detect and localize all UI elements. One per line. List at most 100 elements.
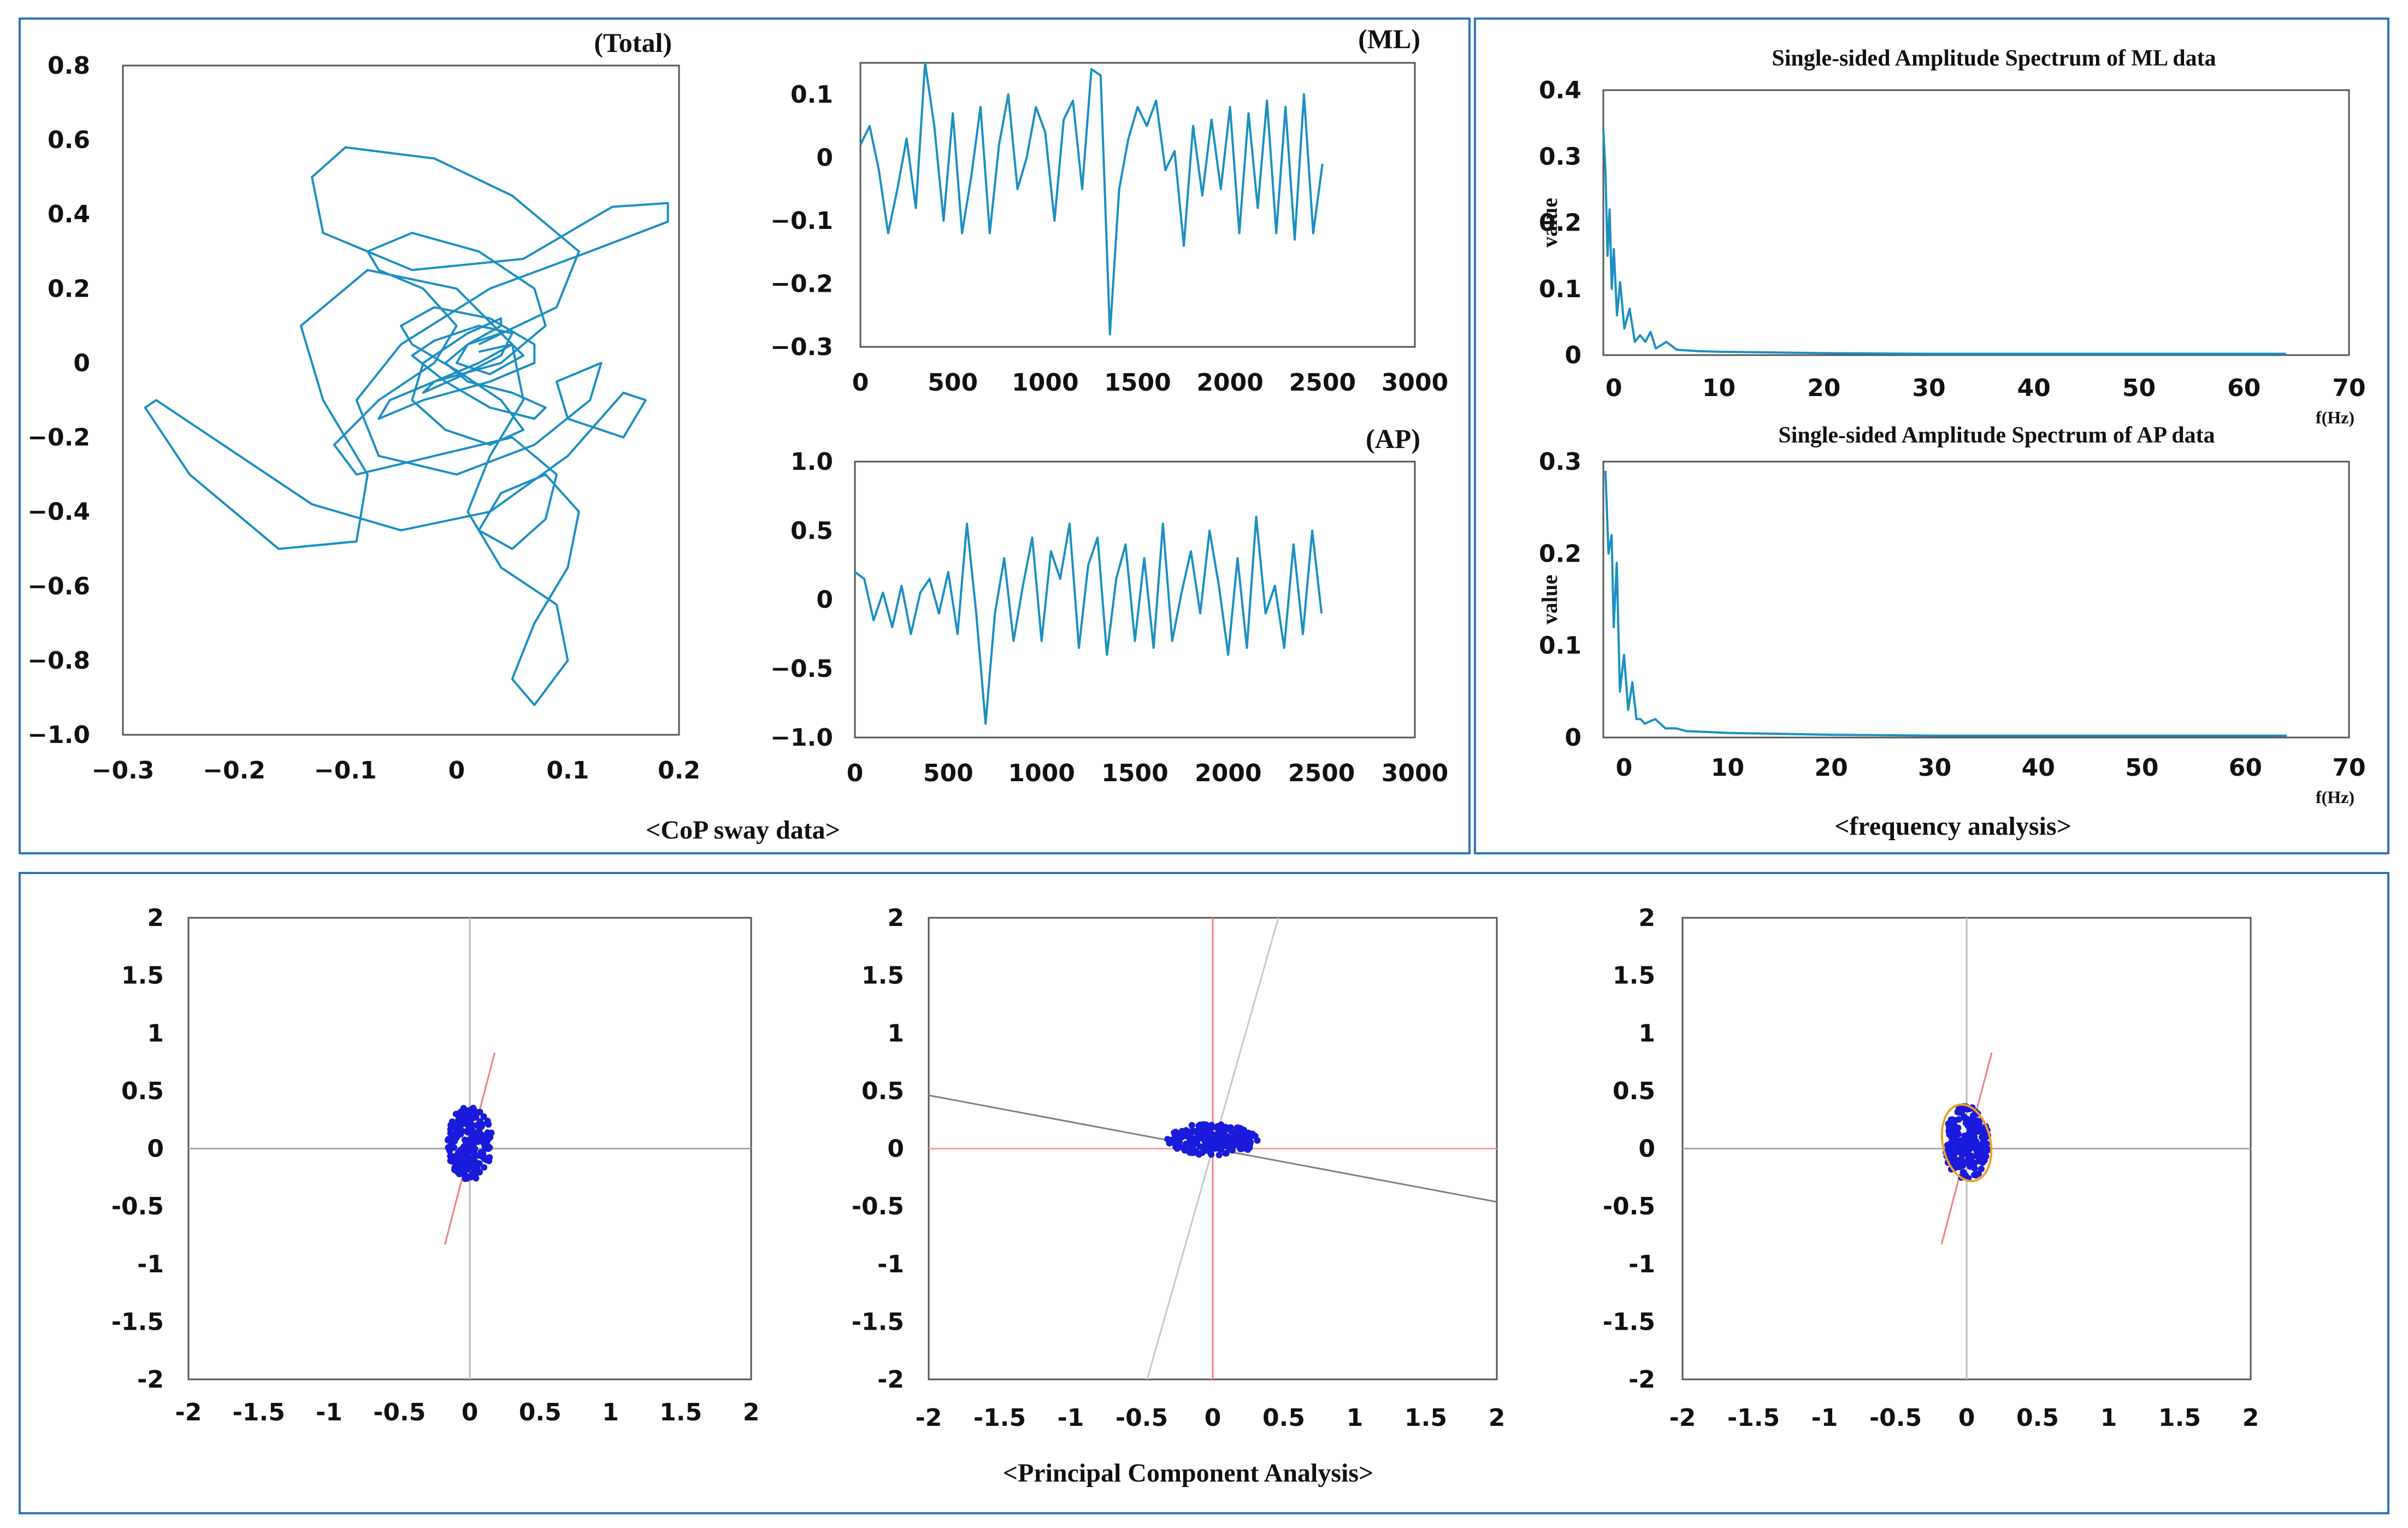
total-ytick: −0.4: [27, 498, 90, 526]
pca1-point: [484, 1117, 491, 1124]
ap-ytick: −0.5: [770, 655, 833, 683]
ml-ytick: −0.1: [770, 207, 833, 235]
pca3-point: [1951, 1123, 1958, 1129]
pca3-ytick: 1: [1638, 1019, 1655, 1047]
spec_ap-ytick: 0: [1565, 724, 1581, 752]
pca1-xtick: 0.5: [519, 1399, 562, 1426]
ml-plot-frame: [859, 62, 1416, 348]
pca3-point: [1959, 1137, 1966, 1144]
pca2-ytick: -1.5: [852, 1308, 904, 1336]
ap-xtick: 3000: [1382, 759, 1448, 787]
pca2-point: [1203, 1130, 1211, 1137]
pca3-xtick: 2: [2242, 1404, 2259, 1432]
pca3-xtick: -2: [1669, 1404, 1696, 1432]
pca3-point: [1973, 1138, 1980, 1145]
pca3-point: [1961, 1143, 1968, 1150]
pca3-point: [1962, 1115, 1969, 1122]
pca2-point: [1199, 1122, 1206, 1129]
pca3-xtick: 0.5: [2016, 1404, 2059, 1432]
pca2-point: [1195, 1132, 1202, 1138]
pca2-point: [1215, 1152, 1223, 1159]
total-ytick: 0.4: [48, 200, 90, 228]
pca2-xtick: 2: [1489, 1404, 1506, 1432]
total-xtick: 0: [448, 757, 465, 784]
pca3-point: [1962, 1150, 1969, 1157]
ml-xtick: 500: [928, 369, 978, 397]
ap-title: (AP): [1366, 423, 1420, 454]
pca2-point: [1209, 1124, 1216, 1131]
pca2-point: [1237, 1146, 1244, 1153]
spec_ap-xtick: 60: [2229, 754, 2262, 782]
pca2-point: [1222, 1142, 1229, 1148]
pca2-ytick: -2: [877, 1366, 904, 1394]
pca2-ytick: 2: [887, 904, 904, 932]
pca3-point: [1968, 1154, 1975, 1161]
pca2-point: [1187, 1131, 1194, 1138]
pca3-point: [1982, 1153, 1990, 1160]
ml-ytick: 0: [816, 144, 833, 172]
pca1-xtick: -1: [316, 1399, 343, 1426]
pca3-ytick: 2: [1638, 904, 1655, 932]
ap-xtick: 1500: [1101, 759, 1168, 787]
spec_ap-xtick: 40: [2022, 754, 2055, 782]
pca-caption: <Principal Component Analysis>: [1003, 1459, 1374, 1488]
total-plot-frame: [122, 64, 680, 736]
pca2-point: [1231, 1140, 1238, 1147]
spec_ml-ylabel: value: [1537, 198, 1562, 247]
pca2-point: [1188, 1142, 1194, 1149]
pca3-point: [1955, 1106, 1962, 1113]
pca1-xtick: 1: [602, 1399, 619, 1426]
ml-ytick: −0.2: [770, 270, 833, 298]
pca3-point: [1975, 1170, 1982, 1177]
pca1-point: [450, 1120, 457, 1128]
spec_ap-xtick: 70: [2332, 754, 2365, 782]
pca2-point: [1214, 1123, 1221, 1130]
pca1-xtick: 2: [743, 1399, 760, 1426]
pca1-xtick: 1.5: [659, 1399, 702, 1426]
pca1-point: [459, 1155, 467, 1162]
pca3-point: [1973, 1148, 1980, 1155]
pca2-ytick: -1: [877, 1250, 904, 1278]
pca2-xtick: -1.5: [973, 1404, 1026, 1432]
spec_ml-ytick: 0.2: [1539, 209, 1581, 237]
ap-ytick: 0.5: [790, 517, 833, 545]
pca1-ytick: 1: [147, 1019, 164, 1047]
ap-xtick: 0: [847, 759, 864, 787]
pca2-point: [1223, 1150, 1230, 1157]
pca3-xtick: 0: [1958, 1404, 1975, 1432]
pca1-point: [448, 1135, 456, 1141]
pca1-point: [455, 1124, 462, 1131]
ml-ytick: 0.1: [790, 81, 833, 109]
pca3-point: [1978, 1126, 1985, 1133]
spec_ml-xtick: 20: [1807, 374, 1840, 402]
pca1-ytick: 0: [147, 1135, 164, 1163]
spec_ml-xtick: 10: [1702, 374, 1736, 402]
pca-panel: [19, 872, 2389, 1514]
pca1-ytick: 1.5: [121, 962, 164, 990]
total-ytick: −0.8: [27, 647, 90, 675]
pca2-xtick: -0.5: [1116, 1404, 1168, 1432]
pca1-point: [469, 1114, 476, 1122]
pca2-point: [1227, 1128, 1235, 1135]
ml-xtick: 1500: [1104, 369, 1171, 397]
pca2-xtick: 0.5: [1262, 1404, 1305, 1432]
spec_ap-xtick: 20: [1814, 754, 1848, 782]
ap-xtick: 2000: [1195, 759, 1261, 787]
pca1-point: [460, 1161, 467, 1168]
pca1-point: [453, 1111, 460, 1118]
pca1-ytick: -2: [137, 1366, 164, 1394]
frequency-panel: [1474, 17, 2389, 854]
total-ytick: 0.8: [48, 52, 90, 80]
ml-xtick: 2500: [1289, 369, 1356, 397]
pca1-point: [469, 1107, 476, 1114]
spec_ap-xtick: 10: [1711, 754, 1744, 782]
pca1-point: [476, 1127, 483, 1134]
pca1-ytick: -0.5: [111, 1193, 164, 1220]
pca2-point: [1200, 1143, 1207, 1150]
pca1-xtick: -0.5: [373, 1399, 426, 1426]
pca1-point: [476, 1132, 483, 1140]
ml-xtick: 3000: [1382, 369, 1448, 397]
ap-xtick: 500: [923, 759, 973, 787]
pca1-point: [470, 1154, 476, 1161]
pca1-xtick: 0: [462, 1399, 479, 1426]
